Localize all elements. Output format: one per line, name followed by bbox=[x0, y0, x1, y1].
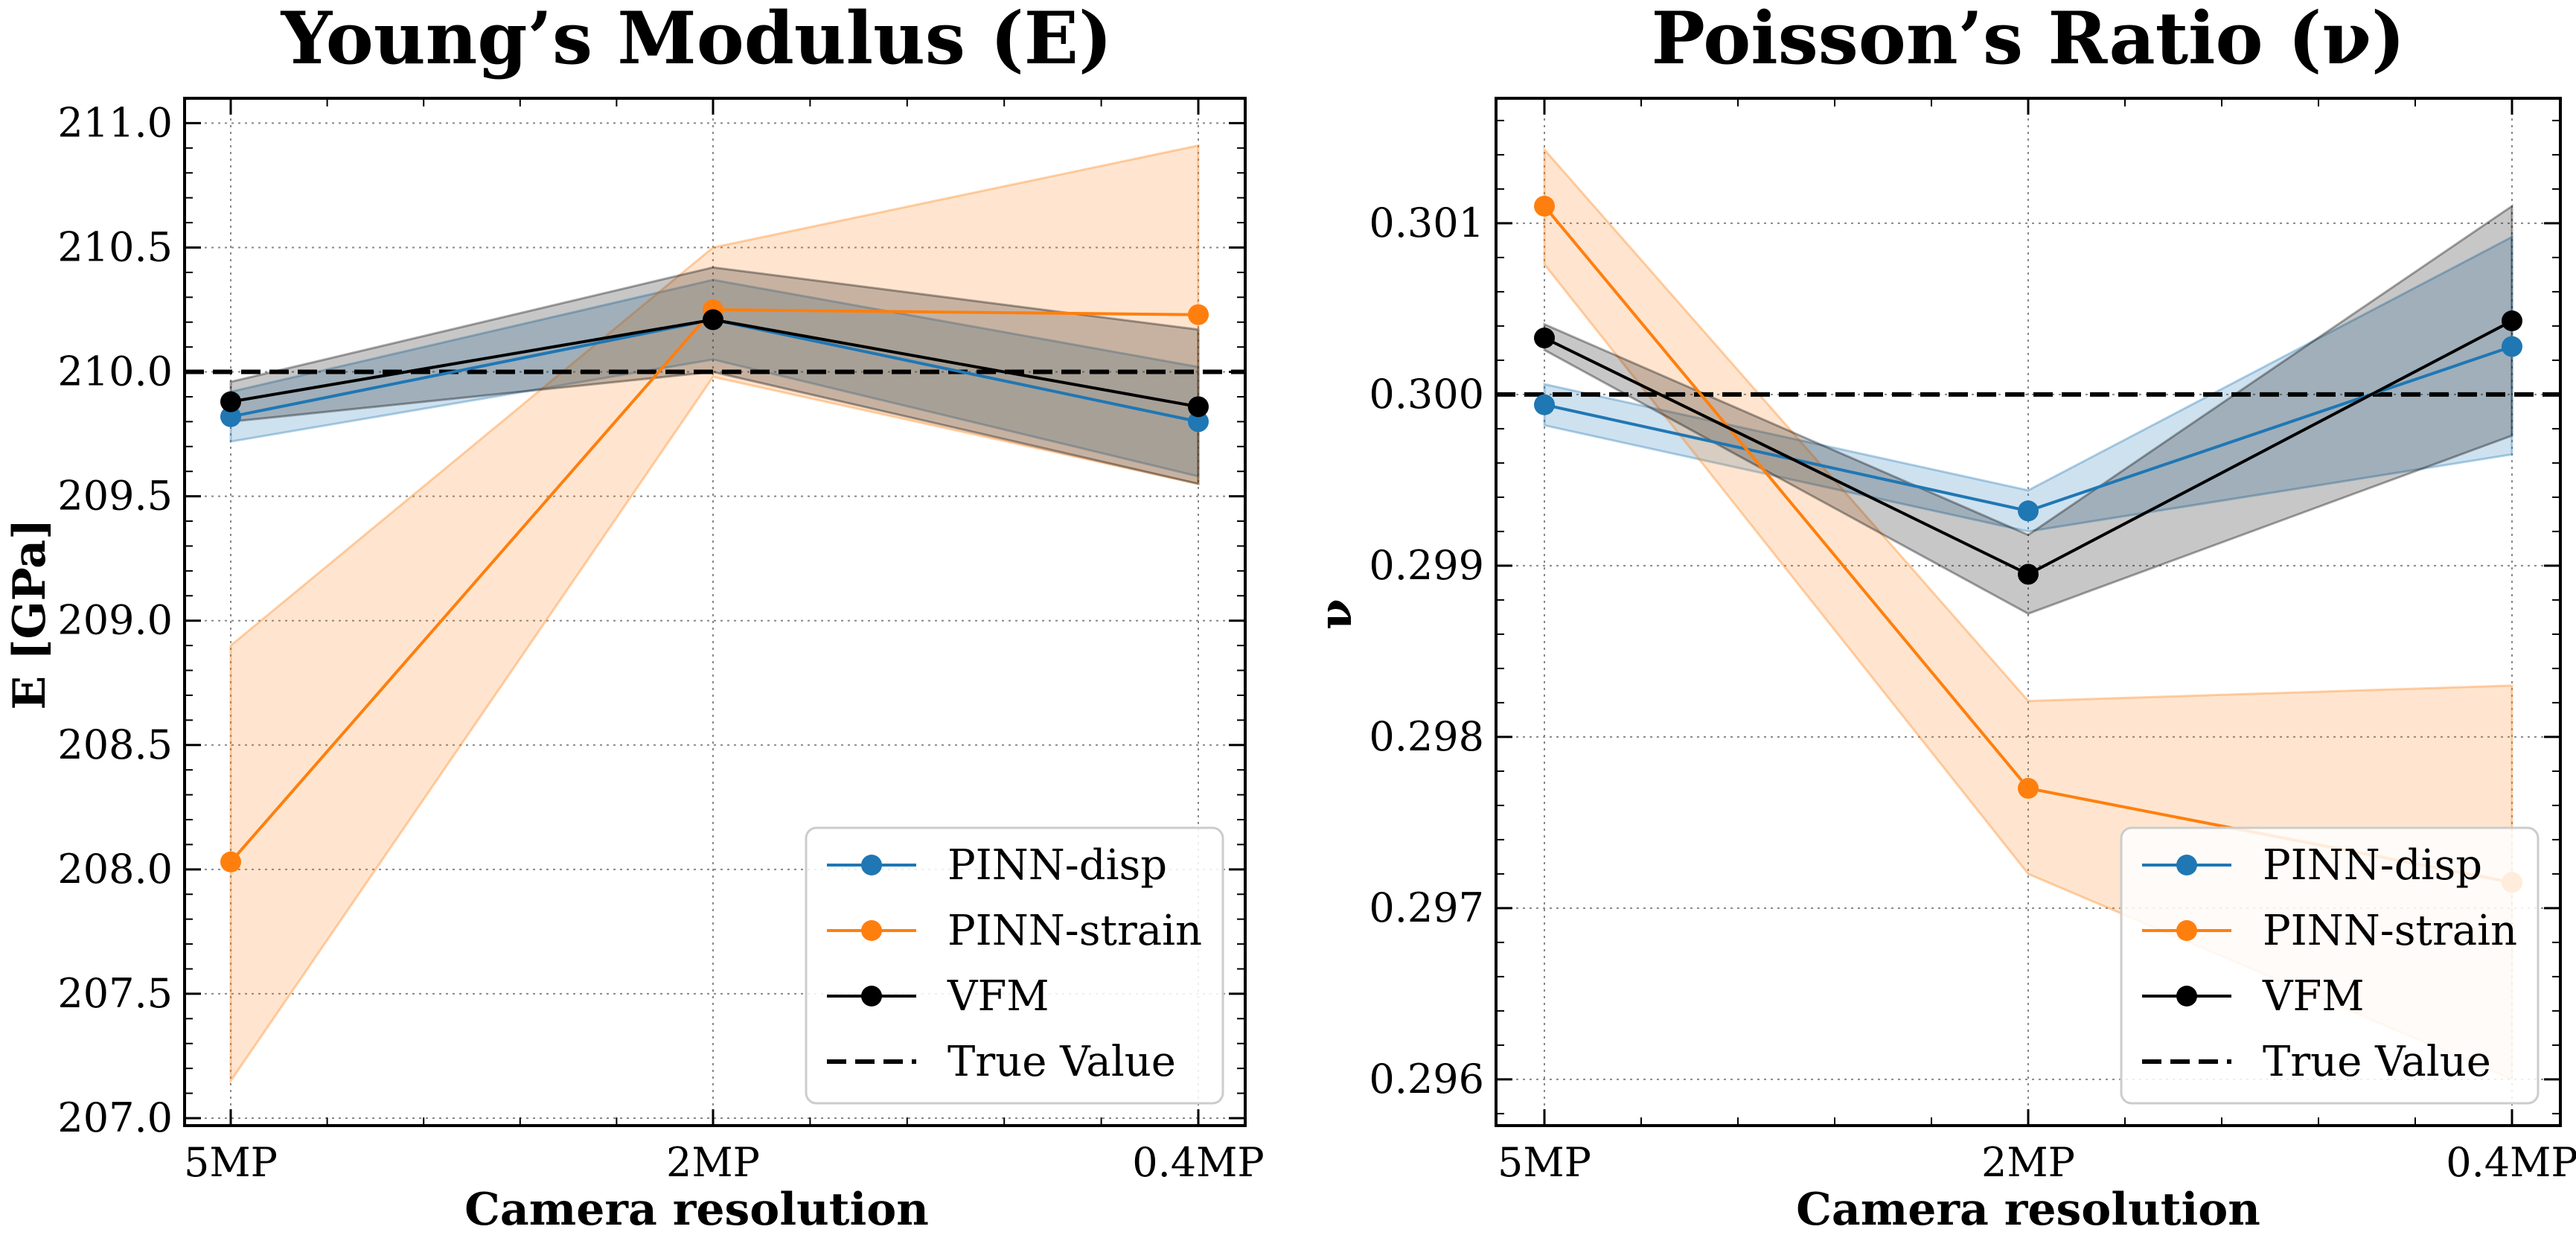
y-tick-label: 210.5 bbox=[57, 223, 173, 270]
y-tick-label: 0.300 bbox=[1369, 371, 1484, 418]
youngs-modulus-chart: Young’s Modulus (E) Camera resolution E … bbox=[4, 0, 1265, 1236]
band-pinn-strain bbox=[229, 144, 1200, 1085]
y-axis-label: ν bbox=[1310, 599, 1362, 630]
legend-label: VFM bbox=[2262, 972, 2365, 1021]
point-vfm bbox=[1534, 328, 1555, 348]
x-tick-label: 5MP bbox=[184, 1139, 278, 1186]
point-pinn-strain bbox=[2018, 777, 2039, 799]
y-tick-label: 0.301 bbox=[1369, 200, 1484, 246]
x-tick-label: 0.4MP bbox=[1132, 1139, 1265, 1186]
point-pinn-strain bbox=[220, 851, 241, 872]
point-vfm bbox=[2502, 310, 2522, 331]
legend-label: PINN-disp bbox=[947, 841, 1167, 890]
point-pinn-strain bbox=[1188, 304, 1209, 325]
band-pinn-disp bbox=[229, 278, 1200, 478]
legend: PINN-disp PINN-strain VFM True Value bbox=[805, 826, 1224, 1105]
y-tick-label: 0.297 bbox=[1369, 884, 1484, 931]
x-tick-label: 2MP bbox=[1981, 1139, 2075, 1186]
y-tick-label: 0.298 bbox=[1369, 713, 1484, 760]
x-axis-label: Camera resolution bbox=[1796, 1184, 2260, 1236]
confidence-bands bbox=[229, 144, 1200, 1085]
plot-frame bbox=[1495, 97, 2562, 1127]
chart-title: Poisson’s Ratio (ν) bbox=[1652, 0, 2406, 80]
point-vfm bbox=[703, 309, 723, 331]
y-tick-label: 0.296 bbox=[1369, 1056, 1484, 1103]
point-pinn-disp bbox=[2018, 500, 2039, 522]
legend-box bbox=[805, 826, 1224, 1105]
point-pinn-strain bbox=[1534, 195, 1555, 217]
series-lines bbox=[220, 299, 1209, 872]
y-tick-label: 209.0 bbox=[57, 597, 173, 644]
legend-marker bbox=[861, 920, 882, 941]
legend-label: VFM bbox=[947, 972, 1049, 1021]
legend-box bbox=[2120, 826, 2540, 1105]
y-tick-label: 207.0 bbox=[57, 1094, 173, 1141]
legend-marker bbox=[861, 986, 882, 1006]
y-axis-label: E [GPa] bbox=[4, 518, 56, 709]
band-vfm bbox=[1543, 204, 2513, 615]
x-tick-label: 2MP bbox=[666, 1139, 760, 1186]
legend-marker bbox=[2176, 920, 2197, 941]
axis-ticks: 0.296 0.297 0.298 0.299 0.300 0.301 5MP 2MP 0.4M… bbox=[1369, 98, 2576, 1186]
x-tick-label: 0.4MP bbox=[2446, 1139, 2576, 1186]
legend-label: PINN-disp bbox=[2263, 841, 2482, 890]
legend-marker bbox=[861, 855, 882, 875]
legend-label: True Value bbox=[2263, 1038, 2491, 1086]
point-pinn-disp bbox=[1534, 394, 1555, 415]
point-pinn-disp bbox=[1188, 411, 1209, 433]
legend-marker bbox=[2176, 855, 2197, 875]
legend-label: True Value bbox=[947, 1038, 1176, 1086]
plot-frame bbox=[183, 97, 1247, 1127]
y-tick-label: 208.0 bbox=[57, 846, 173, 893]
chart-title: Young’s Modulus (E) bbox=[281, 0, 1113, 80]
point-vfm bbox=[2018, 564, 2039, 585]
point-pinn-disp bbox=[2502, 336, 2522, 357]
y-tick-label: 208.5 bbox=[57, 721, 173, 768]
grid bbox=[185, 98, 1245, 1126]
point-pinn-disp bbox=[220, 406, 241, 427]
y-tick-label: 209.5 bbox=[57, 473, 173, 520]
y-tick-label: 207.5 bbox=[57, 970, 173, 1017]
point-vfm bbox=[1188, 396, 1209, 418]
legend-label: PINN-strain bbox=[2263, 907, 2517, 955]
poissons-ratio-chart: Poisson’s Ratio (ν) Camera resolution ν … bbox=[1310, 0, 2576, 1236]
y-tick-label: 0.299 bbox=[1369, 542, 1484, 589]
x-axis-label: Camera resolution bbox=[464, 1184, 929, 1236]
y-tick-label: 210.0 bbox=[57, 348, 173, 395]
x-tick-label: 5MP bbox=[1498, 1139, 1591, 1186]
point-vfm bbox=[220, 391, 241, 412]
legend: PINN-disp PINN-strain VFM True Value bbox=[2120, 826, 2540, 1105]
legend-label: PINN-strain bbox=[947, 907, 1202, 955]
legend-marker bbox=[2176, 986, 2197, 1006]
y-tick-label: 211.0 bbox=[57, 99, 173, 146]
